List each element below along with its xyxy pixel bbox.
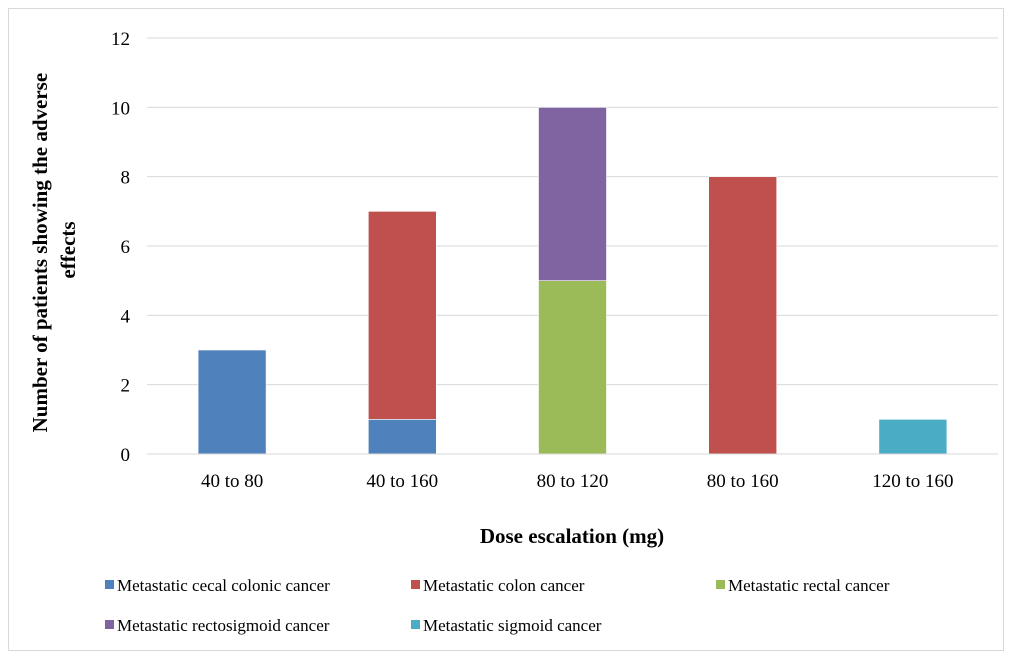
y-tick-label: 6 [121,237,131,258]
bar-segment [538,107,607,281]
y-axis-title-line-1: Number of patients showing the adverse [28,73,52,433]
chart-frame [8,8,1004,651]
x-tick-label: 120 to 160 [872,471,953,492]
y-tick-label: 2 [121,376,131,397]
bars [197,107,948,455]
legend-label: Metastatic cecal colonic cancer [117,576,330,595]
x-tick-label: 80 to 160 [707,471,779,492]
x-tick-label: 80 to 120 [537,471,609,492]
y-axis-title: Number of patients showing the adverse e… [28,68,80,433]
legend-label: Metastatic sigmoid cancer [423,616,602,635]
y-tick-label: 4 [121,306,131,327]
x-axis-ticks: 40 to 80 40 to 160 80 to 120 80 to 160 120 t… [201,471,954,492]
legend-label: Metastatic rectal cancer [728,576,890,595]
bar-segment [197,349,267,455]
y-tick-label: 8 [121,168,131,189]
gridlines [147,37,998,386]
legend-swatch [411,580,420,589]
legend-swatch [105,620,114,629]
bar-segment [708,176,778,455]
y-tick-label: 10 [111,98,130,119]
legend-swatch [411,620,420,629]
legend-label: Metastatic colon cancer [423,576,585,595]
y-tick-label: 12 [111,29,130,50]
legend-label: Metastatic rectosigmoid cancer [117,616,330,635]
y-axis-title-line-2: effects [56,221,80,278]
legend-swatch [105,580,114,589]
x-tick-label: 40 to 80 [201,471,263,492]
x-tick-label: 40 to 160 [366,471,438,492]
legend-swatch [716,580,725,589]
x-axis-title: Dose escalation (mg) [480,524,664,548]
bar-segment [367,211,437,420]
y-tick-label: 0 [121,445,131,466]
y-axis-ticks: 0 2 4 6 8 10 12 [111,29,131,466]
bar-segment [367,419,437,455]
bar-segment [538,280,607,455]
legend: Metastatic cecal colonic cancer Metastati… [105,576,890,635]
bar-segment [878,419,948,455]
